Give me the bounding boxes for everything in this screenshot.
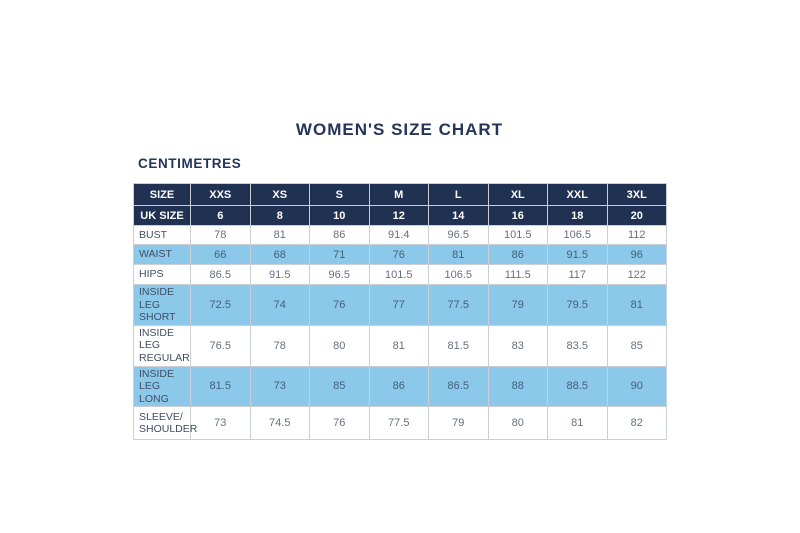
cell-bust-m: 91.4 xyxy=(368,225,429,245)
table-row-inside-leg-regular: INSIDE LEG REGULAR 76.5 78 80 81 81.5 83… xyxy=(133,324,667,367)
cell-hips-xs: 91.5 xyxy=(249,264,310,285)
size-chart-table: SIZE XXS XS S M L XL XXL 3XL UK SIZE 6 8… xyxy=(133,183,667,441)
cell-leg-long-3xl: 90 xyxy=(606,365,667,408)
cell-leg-long-xl: 88 xyxy=(487,365,548,408)
cell-bust-xxs: 78 xyxy=(190,225,251,245)
header-col-xxl: XXL xyxy=(547,183,608,206)
cell-leg-regular-xxs: 76.5 xyxy=(190,324,251,367)
cell-sleeve-xl: 80 xyxy=(487,406,548,441)
cell-hips-xl: 111.5 xyxy=(487,264,548,285)
cell-leg-regular-xs: 78 xyxy=(249,324,310,367)
header-row-size: SIZE XXS XS S M L XL XXL 3XL xyxy=(133,183,667,206)
row-label-waist: WAIST xyxy=(133,244,191,265)
cell-bust-xs: 81 xyxy=(249,225,310,245)
cell-waist-xxl: 91.5 xyxy=(547,244,608,265)
cell-sleeve-s: 76 xyxy=(309,406,370,441)
table-row-bust: BUST 78 81 86 91.4 96.5 101.5 106.5 112 xyxy=(133,225,667,245)
cell-waist-l: 81 xyxy=(428,244,489,265)
cell-leg-long-l: 86.5 xyxy=(428,365,489,408)
header-col-3xl: 3XL xyxy=(606,183,667,206)
cell-hips-s: 96.5 xyxy=(309,264,370,285)
cell-leg-long-xxl: 88.5 xyxy=(547,365,608,408)
cell-hips-l: 106.5 xyxy=(428,264,489,285)
cell-bust-3xl: 112 xyxy=(606,225,667,245)
cell-waist-xs: 68 xyxy=(249,244,310,265)
row-label-inside-leg-regular: INSIDE LEG REGULAR xyxy=(133,324,191,367)
cell-sleeve-xs: 74.5 xyxy=(249,406,310,441)
cell-leg-short-3xl: 81 xyxy=(606,284,667,326)
cell-sleeve-l: 79 xyxy=(428,406,489,441)
header-size-label: SIZE xyxy=(133,183,191,206)
cell-waist-s: 71 xyxy=(309,244,370,265)
uk-size-6: 6 xyxy=(190,205,251,226)
uk-size-8: 8 xyxy=(249,205,310,226)
header-col-s: S xyxy=(309,183,370,206)
cell-leg-long-s: 85 xyxy=(309,365,370,408)
header-col-xs: XS xyxy=(249,183,310,206)
cell-hips-3xl: 122 xyxy=(606,264,667,285)
cell-bust-s: 86 xyxy=(309,225,370,245)
uk-size-12: 12 xyxy=(368,205,429,226)
uk-size-18: 18 xyxy=(547,205,608,226)
table-row-inside-leg-short: INSIDE LEG SHORT 72.5 74 76 77 77.5 79 7… xyxy=(133,284,667,326)
row-label-hips: HIPS xyxy=(133,264,191,285)
cell-waist-xxs: 66 xyxy=(190,244,251,265)
row-label-bust: BUST xyxy=(133,225,191,245)
table-row-sleeve-shoulder: SLEEVE/ SHOULDER 73 74.5 76 77.5 79 80 8… xyxy=(133,406,667,441)
uk-size-16: 16 xyxy=(487,205,548,226)
cell-hips-m: 101.5 xyxy=(368,264,429,285)
cell-waist-m: 76 xyxy=(368,244,429,265)
uk-size-20: 20 xyxy=(606,205,667,226)
cell-leg-short-xs: 74 xyxy=(249,284,310,326)
row-label-sleeve-shoulder: SLEEVE/ SHOULDER xyxy=(133,406,197,441)
header-col-l: L xyxy=(428,183,489,206)
cell-waist-3xl: 96 xyxy=(606,244,667,265)
cell-sleeve-xxs: 73 xyxy=(190,406,251,441)
cell-leg-short-xxl: 79.5 xyxy=(547,284,608,326)
cell-sleeve-m: 77.5 xyxy=(368,406,429,441)
unit-label: CENTIMETRES xyxy=(138,156,242,171)
cell-sleeve-3xl: 82 xyxy=(606,406,667,441)
uk-size-label: UK SIZE xyxy=(133,205,191,226)
table-row-waist: WAIST 66 68 71 76 81 86 91.5 96 xyxy=(133,244,667,265)
header-row-uk-size: UK SIZE 6 8 10 12 14 16 18 20 xyxy=(133,205,667,226)
page-title: WOMEN'S SIZE CHART xyxy=(295,120,504,139)
row-label-inside-leg-short: INSIDE LEG SHORT xyxy=(133,284,191,326)
cell-leg-regular-m: 81 xyxy=(368,324,429,367)
cell-hips-xxl: 117 xyxy=(547,264,608,285)
cell-leg-short-s: 76 xyxy=(309,284,370,326)
cell-leg-long-xxs: 81.5 xyxy=(190,365,251,408)
cell-leg-regular-xl: 83 xyxy=(487,324,548,367)
table-row-hips: HIPS 86.5 91.5 96.5 101.5 106.5 111.5 11… xyxy=(133,264,667,285)
row-label-inside-leg-long: INSIDE LEG LONG xyxy=(133,365,191,408)
cell-leg-long-m: 86 xyxy=(368,365,429,408)
cell-leg-long-xs: 73 xyxy=(249,365,310,408)
header-col-m: M xyxy=(368,183,429,206)
cell-bust-xl: 101.5 xyxy=(487,225,548,245)
cell-leg-regular-s: 80 xyxy=(309,324,370,367)
table-row-inside-leg-long: INSIDE LEG LONG 81.5 73 85 86 86.5 88 88… xyxy=(133,365,667,408)
cell-leg-regular-3xl: 85 xyxy=(606,324,667,367)
cell-leg-short-xl: 79 xyxy=(487,284,548,326)
cell-sleeve-xxl: 81 xyxy=(547,406,608,441)
cell-leg-regular-xxl: 83.5 xyxy=(547,324,608,367)
cell-hips-xxs: 86.5 xyxy=(190,264,251,285)
uk-size-14: 14 xyxy=(428,205,489,226)
cell-bust-l: 96.5 xyxy=(428,225,489,245)
cell-waist-xl: 86 xyxy=(487,244,548,265)
cell-leg-short-m: 77 xyxy=(368,284,429,326)
header-col-xl: XL xyxy=(487,183,548,206)
uk-size-10: 10 xyxy=(309,205,370,226)
header-col-xxs: XXS xyxy=(190,183,251,206)
cell-bust-xxl: 106.5 xyxy=(547,225,608,245)
cell-leg-short-xxs: 72.5 xyxy=(190,284,251,326)
cell-leg-regular-l: 81.5 xyxy=(428,324,489,367)
cell-leg-short-l: 77.5 xyxy=(428,284,489,326)
